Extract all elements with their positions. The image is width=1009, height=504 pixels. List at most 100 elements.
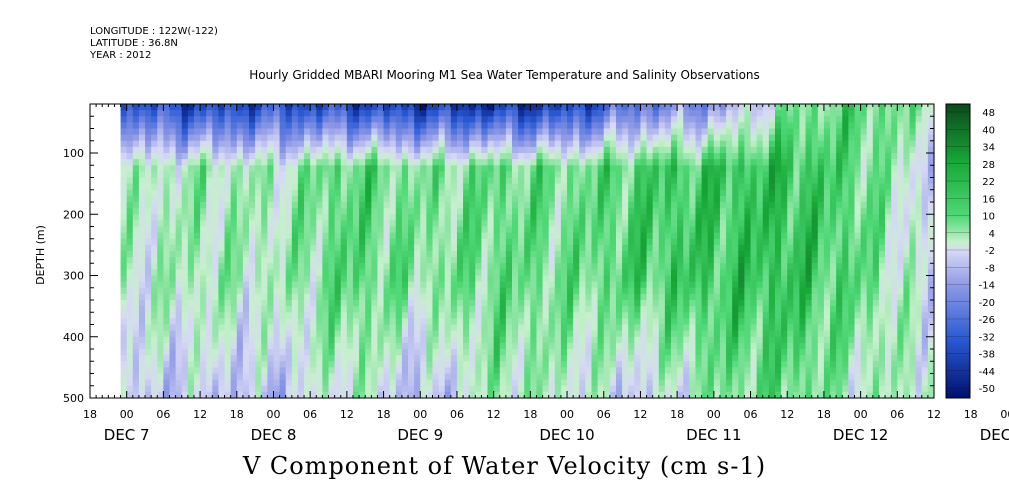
heatmap-cell <box>615 104 623 111</box>
heatmap-cell <box>652 330 660 338</box>
heatmap-cell <box>120 122 128 130</box>
heatmap-cell <box>524 385 531 393</box>
heatmap-cell <box>463 110 470 117</box>
heatmap-cell <box>750 171 758 179</box>
heatmap-cell <box>493 281 501 289</box>
heatmap-cell <box>695 195 703 203</box>
heatmap-cell <box>603 349 611 356</box>
heatmap-cell <box>389 361 397 368</box>
heatmap-cell <box>615 293 623 301</box>
heatmap-cell <box>163 336 171 344</box>
heatmap-cell <box>132 318 140 326</box>
heatmap-cell <box>200 293 207 301</box>
heatmap-cell <box>707 257 715 264</box>
heatmap-cell <box>671 153 678 160</box>
heatmap-cell <box>352 116 360 123</box>
heatmap-cell <box>151 140 158 148</box>
heatmap-cell <box>518 226 525 234</box>
heatmap-cell <box>652 385 660 393</box>
heatmap-cell <box>646 232 654 240</box>
heatmap-cell <box>187 165 195 172</box>
heatmap-cell <box>175 251 183 258</box>
heatmap-cell <box>120 385 128 393</box>
heatmap-cell <box>126 287 134 295</box>
heatmap-cell <box>560 342 568 350</box>
heatmap-cell <box>640 263 648 270</box>
heatmap-cell <box>401 269 409 277</box>
heatmap-cell <box>138 146 146 154</box>
heatmap-cell <box>359 391 366 399</box>
heatmap-cell <box>652 104 660 111</box>
heatmap-cell <box>200 361 207 368</box>
heatmap-cell <box>548 244 556 252</box>
heatmap-cell <box>524 349 531 356</box>
heatmap-cell <box>560 116 568 123</box>
heatmap-cell <box>701 183 709 191</box>
heatmap-cell <box>169 361 177 368</box>
heatmap-cell <box>469 257 476 264</box>
heatmap-cell <box>163 116 171 123</box>
heatmap-cell <box>395 238 403 246</box>
heatmap-cell <box>622 165 629 172</box>
heatmap-cell <box>273 300 281 307</box>
heatmap-cell <box>597 361 605 368</box>
heatmap-cell <box>120 104 128 111</box>
heatmap-cell <box>255 361 262 368</box>
heatmap-cell <box>279 257 287 264</box>
heatmap-cell <box>634 385 642 393</box>
heatmap-cell <box>249 318 256 326</box>
heatmap-cell <box>628 349 635 356</box>
heatmap-cell <box>664 306 672 313</box>
heatmap-cell <box>261 226 268 234</box>
heatmap-cell <box>701 342 709 350</box>
heatmap-cell <box>175 232 183 240</box>
heatmap-cell <box>603 300 611 307</box>
heatmap-cell <box>297 330 305 338</box>
heatmap-cell <box>652 183 660 191</box>
heatmap-cell <box>359 336 366 344</box>
heatmap-cell <box>658 287 666 295</box>
heatmap-cell <box>713 214 721 221</box>
heatmap-cell <box>560 208 568 215</box>
heatmap-cell <box>230 257 238 264</box>
heatmap-cell <box>646 287 654 295</box>
heatmap-cell <box>499 177 507 185</box>
heatmap-cell <box>597 342 605 350</box>
heatmap-cell <box>438 379 446 387</box>
heatmap-cell <box>701 202 709 209</box>
heatmap-cell <box>615 330 623 338</box>
heatmap-cell <box>518 275 525 283</box>
heatmap-cell <box>579 189 586 197</box>
heatmap-cell <box>242 306 250 313</box>
heatmap-cell <box>475 312 483 319</box>
heatmap-cell <box>230 165 238 172</box>
heatmap-cell <box>567 263 574 270</box>
heatmap-cell <box>261 202 268 209</box>
heatmap-cell <box>487 269 495 277</box>
heatmap-cell <box>499 140 507 148</box>
heatmap-cell <box>145 134 152 142</box>
heatmap-cell <box>181 159 189 166</box>
heatmap-cell <box>261 379 268 387</box>
heatmap-cell <box>469 342 476 350</box>
heatmap-cell <box>505 128 513 136</box>
heatmap-cell <box>567 226 574 234</box>
heatmap-cell <box>505 349 513 356</box>
heatmap-cell <box>518 361 525 368</box>
heatmap-cell <box>560 183 568 191</box>
heatmap-cell <box>536 318 544 326</box>
heatmap-cell <box>726 232 733 240</box>
heatmap-cell <box>505 238 513 246</box>
heatmap-cell <box>285 183 293 191</box>
heatmap-cell <box>640 104 648 111</box>
heatmap-cell <box>242 281 250 289</box>
heatmap-cell <box>151 104 158 111</box>
heatmap-cell <box>512 195 519 203</box>
heatmap-cell <box>359 251 366 258</box>
heatmap-cell <box>658 208 666 215</box>
heatmap-cell <box>279 349 287 356</box>
heatmap-cell <box>597 171 605 179</box>
heatmap-cell <box>738 146 746 154</box>
heatmap-cell <box>261 373 268 381</box>
heatmap-cell <box>359 140 366 148</box>
